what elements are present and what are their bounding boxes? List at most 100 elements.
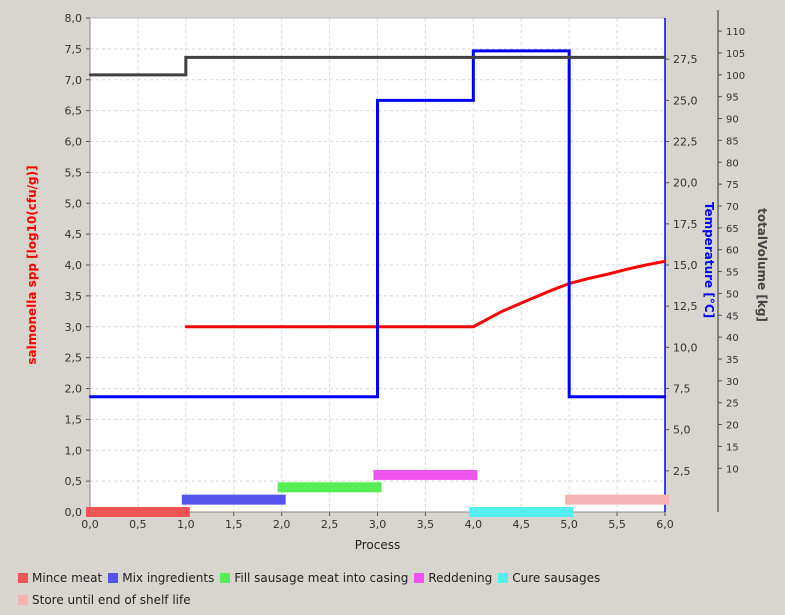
- series-point-salmonella: [500, 310, 504, 313]
- legend-label: Mince meat: [32, 571, 103, 585]
- temperature-tick-label: 25,0: [673, 94, 698, 107]
- volume-tick-label: 70: [726, 202, 739, 213]
- series-point-salmonella: [644, 263, 648, 267]
- series-point-temperature: [472, 49, 475, 53]
- x-tick-label: 2,0: [273, 518, 291, 531]
- legend-swatch: [498, 573, 509, 583]
- legend-item-4: Cure sausages: [498, 571, 600, 585]
- series-point-temperature: [376, 395, 379, 398]
- series-point-salmonella: [472, 325, 475, 328]
- series-point-salmonella: [529, 297, 533, 301]
- temperature-tick-label: 10,0: [673, 341, 698, 354]
- legend-item-5: Store until end of shelf life: [18, 593, 191, 607]
- series-point-volume: [184, 56, 188, 59]
- volume-tick-label: 50: [726, 289, 739, 300]
- volume-axis-label: totalVolume [kg]: [755, 208, 769, 322]
- legend-row-2: Store until end of shelf life: [18, 589, 778, 611]
- temperature-tick-label: 15,0: [673, 259, 698, 272]
- volume-tick-label: 95: [726, 93, 739, 104]
- series-point-temperature: [88, 395, 92, 398]
- volume-tick-label: 10: [726, 464, 739, 475]
- volume-tick-label: 65: [726, 224, 739, 235]
- y-tick-label: 7,5: [65, 43, 83, 56]
- y-tick-label: 6,0: [65, 136, 83, 149]
- series-line-volume: [90, 55, 665, 77]
- legend-swatch: [220, 573, 231, 583]
- series-point-temperature: [663, 395, 667, 398]
- y-tick-label: 1,5: [65, 413, 83, 426]
- series-point-temperature: [472, 99, 475, 102]
- volume-tick-label: 90: [726, 115, 739, 126]
- x-tick-label: 0,0: [81, 518, 99, 531]
- volume-tick-label: 25: [726, 399, 739, 410]
- process-bar-3: [373, 469, 478, 480]
- series-point-salmonella: [587, 277, 590, 280]
- legend-swatch: [18, 595, 28, 605]
- y-tick-label: 0,0: [65, 506, 83, 519]
- legend-swatch: [414, 573, 425, 583]
- volume-tick-label: 60: [726, 246, 739, 257]
- y-tick-label: 1,0: [65, 444, 83, 457]
- series-line-temperature: [90, 49, 665, 399]
- legend-label: Mix ingredients: [122, 571, 215, 585]
- volume-tick-label: 55: [726, 268, 739, 279]
- x-tick-label: 1,5: [225, 518, 243, 531]
- process-bar-5: [565, 494, 669, 505]
- series-point-salmonella: [625, 268, 628, 271]
- series-point-salmonella: [663, 260, 667, 263]
- x-tick-label: 5,0: [560, 518, 578, 531]
- x-tick-label: 0,5: [129, 518, 147, 531]
- series-point-salmonella: [606, 273, 609, 276]
- y-tick-label: 4,5: [65, 228, 83, 241]
- volume-tick-label: 40: [726, 333, 739, 344]
- volume-tick-label: 75: [726, 180, 739, 191]
- volume-tick-label: 105: [726, 49, 745, 60]
- x-tick-label: 4,0: [465, 518, 483, 531]
- legend-item-3: Reddening: [414, 571, 492, 585]
- volume-tick-label: 110: [726, 27, 745, 38]
- y-tick-label: 2,5: [65, 352, 83, 365]
- salmonella-axis-label: salmonella spp [log10(cfu/g)]: [25, 165, 39, 364]
- process-bar-4: [469, 507, 574, 517]
- volume-tick-label: 30: [726, 377, 739, 388]
- series-point-volume: [88, 73, 92, 77]
- temperature-tick-label: 12,5: [673, 300, 698, 313]
- legend: Mince meat Mix ingredients Fill sausage me…: [18, 567, 778, 611]
- x-tick-label: 4,5: [513, 518, 531, 531]
- y-tick-label: 2,0: [65, 383, 83, 396]
- chart-svg: 0,0 0,5 1,0 1,5 2,0 2,5 3,0 3,5 4,0 4,5 5,0 5,5 6,0 P…: [25, 10, 769, 552]
- x-tick-label: 1,0: [177, 518, 195, 531]
- y-tick-label: 6,5: [65, 105, 83, 118]
- temperature-tick-label: 22,5: [673, 136, 698, 149]
- x-tick-label: 6,0: [656, 518, 674, 531]
- process-bar-1: [181, 494, 286, 505]
- y-tick-label: 3,5: [65, 290, 83, 303]
- volume-tick-label: 80: [726, 158, 739, 169]
- legend-item-1: Mix ingredients: [108, 571, 214, 585]
- volume-tick-label: 100: [726, 71, 745, 82]
- legend-item-0: Mince meat: [18, 571, 102, 585]
- y-tick-label: 4,0: [65, 259, 83, 272]
- y-tick-label: 7,0: [65, 74, 83, 87]
- temperature-tick-label: 7,5: [673, 383, 691, 396]
- x-tick-label: 3,0: [369, 518, 387, 531]
- x-tick-label: 5,5: [608, 518, 626, 531]
- series-point-salmonella: [548, 289, 552, 293]
- temperature-tick-label: 2,5: [673, 465, 691, 478]
- x-axis-label: Process: [355, 538, 401, 552]
- legend-item-2: Fill sausage meat into casing: [220, 571, 408, 585]
- y-tick-label: 3,0: [65, 321, 83, 334]
- legend-label: Cure sausages: [512, 571, 601, 585]
- legend-label: Fill sausage meat into casing: [234, 571, 409, 585]
- x-tick-label: 2,5: [321, 518, 339, 531]
- temperature-tick-label: 20,0: [673, 177, 698, 190]
- series-point-volume: [663, 56, 667, 59]
- legend-label: Store until end of shelf life: [32, 593, 191, 607]
- y-tick-label: 5,5: [65, 166, 83, 179]
- temperature-tick-label: 5,0: [673, 424, 691, 437]
- series-point-volume: [184, 73, 188, 77]
- volume-tick-label: 20: [726, 421, 739, 432]
- volume-tick-label: 45: [726, 311, 739, 322]
